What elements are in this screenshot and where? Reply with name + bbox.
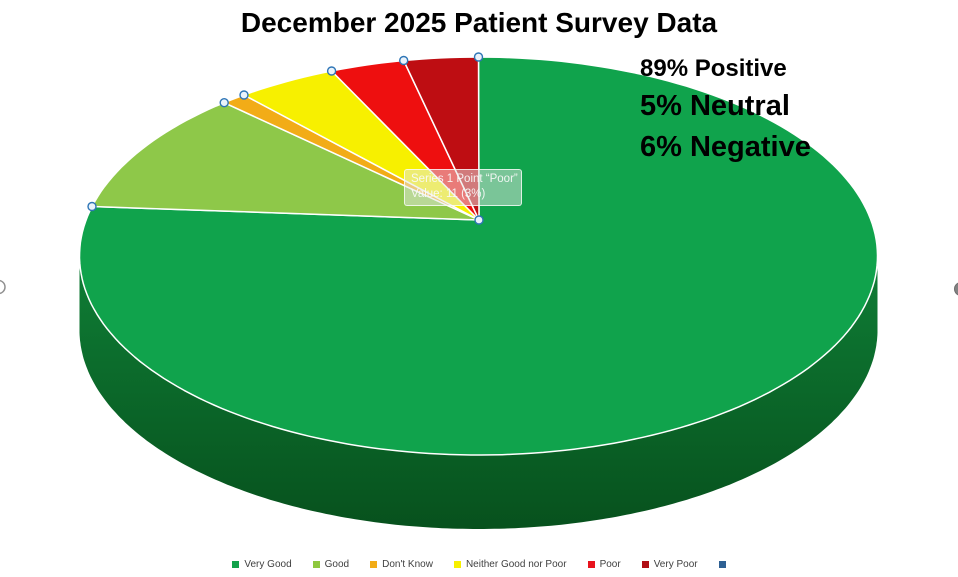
datapoint-tooltip: Series 1 Point “Poor” Value: 11 (3%) (404, 169, 522, 206)
legend-item-good[interactable]: Good (312, 558, 350, 570)
selection-handle[interactable] (326, 66, 337, 76)
annotation-positive: 89% Positive (640, 55, 787, 82)
legend-swatch (232, 560, 240, 568)
pie-side-rim (79, 256, 878, 529)
pie-slice-good[interactable] (91, 101, 480, 221)
annotation-neutral: 5% Neutral (640, 90, 790, 122)
tooltip-point-line: Series 1 Point “Poor” (411, 173, 518, 185)
frame-handle-left[interactable] (0, 279, 6, 295)
selection-handle[interactable] (239, 90, 249, 100)
legend-label: Poor (599, 558, 621, 570)
legend-swatch (641, 560, 649, 568)
tooltip-value-line: Value: 11 (3%) (411, 188, 486, 200)
legend-item-very-good[interactable]: Very Good (232, 558, 292, 570)
legend-item-very-poor[interactable]: Very Poor (641, 558, 698, 570)
legend-label: Neither Good nor Poor (465, 558, 567, 570)
frame-handle-right[interactable] (954, 282, 958, 296)
selection-handle[interactable] (219, 97, 229, 108)
legend-item-don-t-know[interactable]: Don't Know (370, 559, 433, 570)
legend-label: Very Poor (653, 558, 698, 570)
legend-swatch (718, 560, 726, 568)
legend-swatch (370, 560, 378, 568)
pie-slice-very-good[interactable] (78, 56, 879, 456)
legend: Very Good Good Don't Know Neither Good nor … (0, 556, 958, 572)
annotation-negative: 6% Negative (640, 131, 811, 163)
legend-item-poor[interactable]: Poor (587, 558, 621, 570)
legend-label: Don't Know (382, 558, 433, 570)
selection-handle[interactable] (473, 52, 484, 62)
legend-item-blank[interactable] (718, 560, 726, 568)
chart-title: December 2025 Patient Survey Data (240, 7, 718, 38)
legend-label: Good (324, 558, 350, 570)
legend-swatch (453, 560, 461, 568)
legend-label: Very Good (244, 558, 292, 570)
legend-swatch (587, 560, 595, 568)
selection-handle[interactable] (399, 55, 409, 66)
legend-item-neither-good-nor-poor[interactable]: Neither Good nor Poor (453, 558, 567, 570)
legend-swatch (312, 560, 320, 568)
selection-handle[interactable] (474, 215, 484, 225)
selection-handle[interactable] (87, 201, 97, 212)
